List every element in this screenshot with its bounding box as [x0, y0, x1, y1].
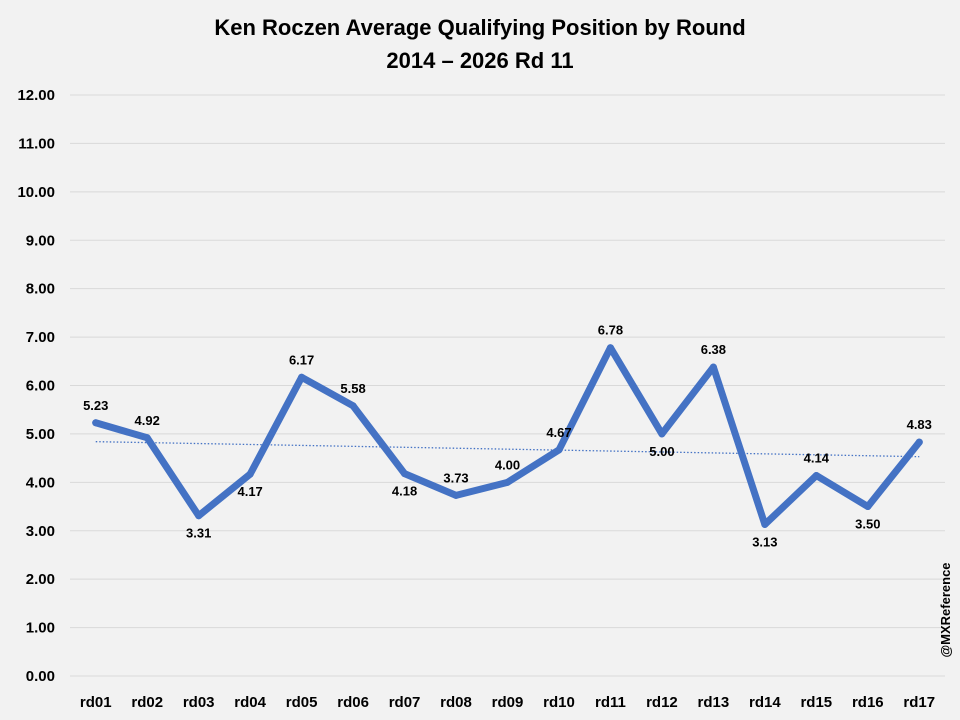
series-group — [92, 344, 923, 528]
data-point — [606, 344, 614, 352]
x-axis-tick-labels: rd01 rd02 rd03 rd04 rd05 rd06 rd07 rd08 rd09 rd10… — [80, 694, 935, 711]
x-tick-label: rd06 — [337, 694, 369, 711]
y-tick-label: 11.00 — [18, 135, 55, 152]
data-point — [504, 478, 511, 486]
data-label: 3.31 — [186, 526, 211, 541]
data-point — [92, 419, 100, 427]
x-tick-label: rd13 — [698, 694, 730, 711]
chart-title: Ken Roczen Average Qualifying Position b… — [214, 15, 745, 40]
y-tick-label: 4.00 — [26, 474, 55, 491]
x-tick-label: rd15 — [800, 694, 832, 711]
data-point — [349, 402, 357, 410]
data-label: 6.17 — [289, 352, 314, 367]
x-tick-label: rd04 — [234, 694, 266, 711]
data-label: 5.23 — [83, 398, 108, 413]
trendline-group — [95, 441, 920, 458]
series-line — [92, 344, 923, 528]
data-point — [864, 503, 872, 511]
data-label: 6.78 — [598, 323, 623, 338]
y-tick-label: 3.00 — [26, 523, 55, 540]
y-axis-tick-labels: 0.00 1.00 2.00 3.00 4.00 5.00 6.00 7.00 8.00 9.00… — [17, 87, 55, 685]
data-label: 4.83 — [907, 417, 932, 432]
data-label: 5.00 — [649, 444, 674, 459]
data-label: 6.38 — [701, 342, 726, 357]
x-tick-label: rd01 — [80, 694, 112, 711]
data-point — [246, 470, 254, 478]
y-tick-label: 0.00 — [26, 668, 55, 685]
y-tick-label: 12.00 — [17, 87, 55, 104]
y-tick-label: 8.00 — [26, 281, 55, 298]
data-label: 4.18 — [392, 484, 417, 499]
x-tick-label: rd11 — [595, 694, 626, 711]
data-point — [298, 373, 306, 381]
data-point — [658, 430, 666, 438]
x-tick-label: rd10 — [543, 694, 575, 711]
y-tick-label: 6.00 — [26, 378, 55, 395]
data-label: 3.73 — [443, 470, 468, 485]
x-tick-label: rd03 — [183, 694, 215, 711]
x-tick-label: rd05 — [286, 694, 318, 711]
data-label: 4.67 — [546, 425, 571, 440]
data-label: 4.92 — [135, 413, 160, 428]
data-point — [452, 491, 460, 499]
data-point — [143, 434, 151, 442]
gridlines — [70, 94, 945, 677]
y-tick-label: 7.00 — [26, 329, 55, 346]
x-tick-label: rd16 — [852, 694, 884, 711]
y-tick-label: 5.00 — [26, 426, 55, 443]
data-label: 4.17 — [237, 484, 262, 499]
data-label: 4.14 — [804, 451, 830, 466]
data-point — [812, 472, 820, 480]
data-label: 4.00 — [495, 457, 520, 472]
data-point — [401, 470, 409, 478]
y-tick-label: 10.00 — [17, 184, 55, 201]
watermark: @MXReference — [938, 562, 953, 657]
trendline — [95, 441, 920, 458]
x-tick-label: rd09 — [492, 694, 524, 711]
data-label: 5.58 — [340, 381, 365, 396]
x-tick-label: rd14 — [749, 694, 781, 711]
data-point — [761, 520, 769, 528]
chart-subtitle: 2014 – 2026 Rd 11 — [386, 48, 573, 73]
x-tick-label: rd07 — [389, 694, 421, 711]
data-labels: 5.23 4.92 3.31 4.17 6.17 5.58 4.18 3.73 4.00 4.67… — [83, 323, 932, 550]
data-point — [195, 512, 203, 520]
x-tick-label: rd08 — [440, 694, 472, 711]
y-tick-label: 9.00 — [26, 232, 55, 249]
data-label: 3.50 — [855, 517, 880, 532]
y-tick-label: 1.00 — [26, 620, 55, 637]
data-point — [555, 446, 563, 454]
x-tick-label: rd02 — [131, 694, 163, 711]
data-label: 3.13 — [752, 534, 777, 549]
x-tick-label: rd12 — [646, 694, 678, 711]
data-point — [915, 438, 923, 446]
data-point — [709, 363, 717, 371]
x-tick-label: rd17 — [903, 694, 935, 711]
y-tick-label: 2.00 — [26, 571, 55, 588]
